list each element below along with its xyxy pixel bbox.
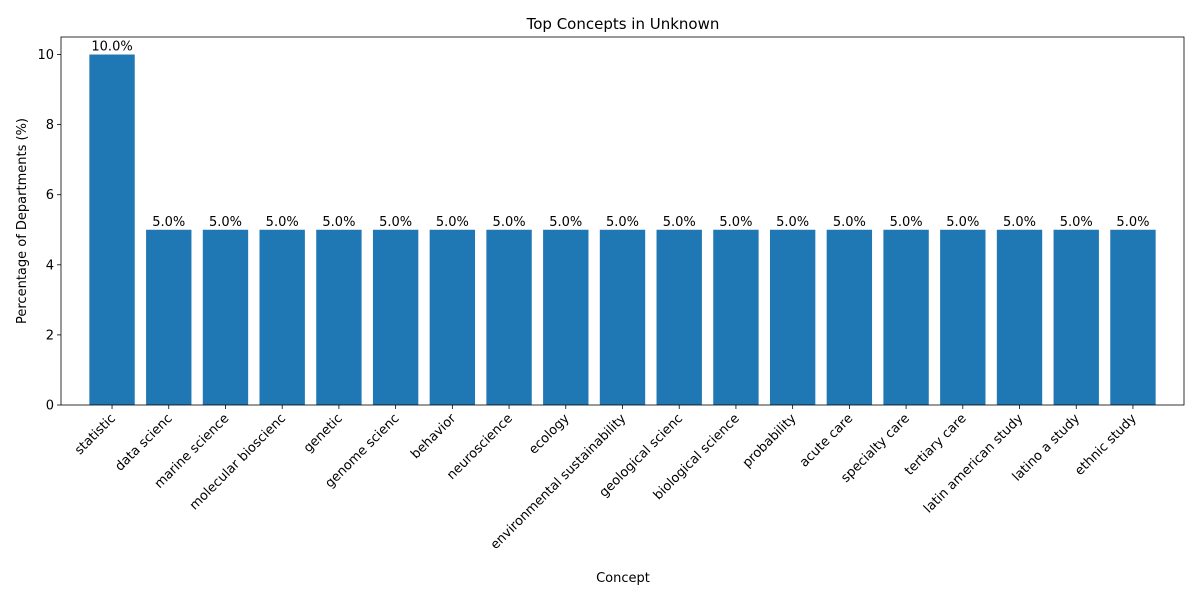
bar-value-label: 5.0% <box>1116 215 1149 230</box>
bar <box>372 229 419 405</box>
bar <box>316 229 362 405</box>
bar <box>826 229 873 405</box>
bar-value-label: 5.0% <box>379 215 412 230</box>
bar <box>769 229 816 405</box>
x-tick-label: acute care <box>797 411 856 470</box>
bar <box>883 229 929 405</box>
bar <box>259 229 305 405</box>
x-tick-label: latin american study <box>921 411 1026 516</box>
bar-value-label: 5.0% <box>776 215 809 230</box>
x-tick-label: data scienc <box>112 411 175 474</box>
bar-value-label: 5.0% <box>266 215 299 230</box>
x-tick-label: ecology <box>526 411 573 458</box>
bar <box>486 229 532 405</box>
bar-value-label: 5.0% <box>549 215 582 230</box>
y-tick-label: 8 <box>46 118 54 133</box>
axes-frame <box>60 36 1185 406</box>
bar-value-label: 5.0% <box>946 215 979 230</box>
x-tick-label: molecular bioscienc <box>187 411 289 513</box>
y-tick-label: 10 <box>37 48 54 63</box>
bar-value-label: 5.0% <box>436 215 469 230</box>
bar-value-label: 5.0% <box>833 215 866 230</box>
bar <box>543 229 589 405</box>
bar <box>656 229 702 405</box>
bar <box>940 229 986 405</box>
bar <box>146 229 192 405</box>
bar-value-label: 5.0% <box>1060 215 1093 230</box>
bar <box>429 229 476 405</box>
bar <box>89 54 135 406</box>
bar-value-label: 5.0% <box>209 215 242 230</box>
bar-value-label: 5.0% <box>152 215 185 230</box>
bar <box>1053 229 1099 405</box>
y-tick-label: 6 <box>46 188 54 203</box>
bar <box>713 229 759 405</box>
y-tick-label: 4 <box>46 258 54 273</box>
bar-value-label: 5.0% <box>322 215 355 230</box>
x-tick-label: statistic <box>72 411 119 458</box>
y-tick-label: 0 <box>46 399 54 414</box>
bar-value-label: 5.0% <box>606 215 639 230</box>
bar <box>1110 229 1156 405</box>
y-tick-label: 2 <box>46 328 54 343</box>
x-tick-label: genetic <box>301 411 346 456</box>
x-tick-label: behavior <box>408 411 459 462</box>
bar <box>599 229 646 405</box>
x-tick-label: probability <box>740 411 800 471</box>
bar-value-label: 5.0% <box>493 215 526 230</box>
bar-value-label: 5.0% <box>663 215 696 230</box>
bar-value-label: 5.0% <box>890 215 923 230</box>
bar <box>202 229 249 405</box>
y-axis-label: Percentage of Departments (%) <box>15 118 30 324</box>
chart-title: Top Concepts in Unknown <box>526 15 720 33</box>
bar-value-label: 10.0% <box>91 40 132 55</box>
bar-value-label: 5.0% <box>1003 215 1036 230</box>
bar <box>996 229 1043 405</box>
bar-value-label: 5.0% <box>719 215 752 230</box>
x-axis-label: Concept <box>596 571 650 586</box>
